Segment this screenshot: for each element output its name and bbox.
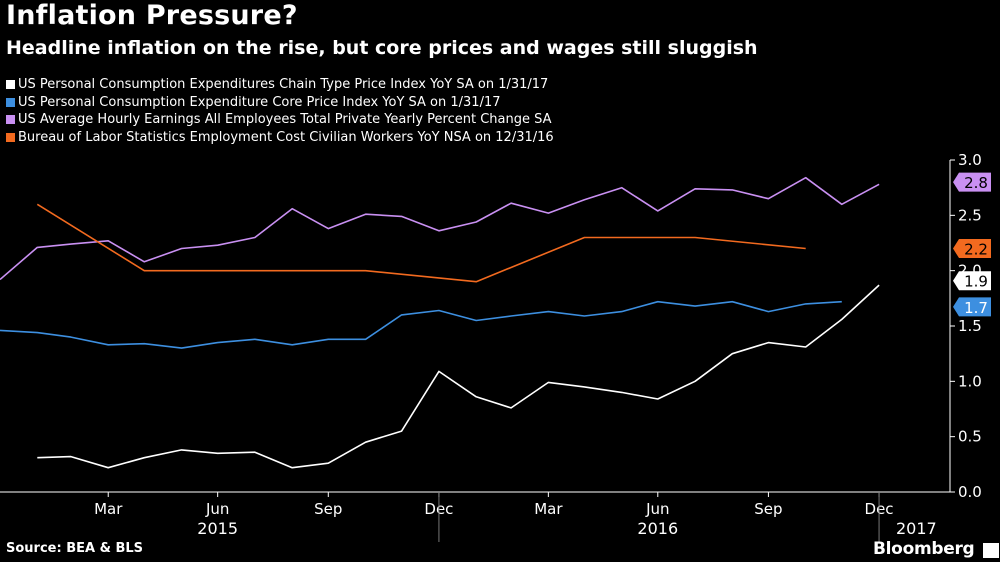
value-tag-label-core-pce: 1.7 bbox=[964, 299, 988, 317]
chart-subtitle: Headline inflation on the rise, but core… bbox=[6, 37, 758, 59]
legend-item-core-pce: US Personal Consumption Expenditure Core… bbox=[6, 94, 554, 112]
value-tag-pce bbox=[953, 271, 991, 291]
x-tick-label: Mar bbox=[94, 500, 123, 518]
legend-swatch-hourly-earnings bbox=[6, 115, 15, 125]
value-tag-hourly-earnings bbox=[953, 172, 991, 192]
legend: US Personal Consumption Expenditures Cha… bbox=[6, 76, 554, 146]
series-line-pce bbox=[37, 284, 880, 469]
y-tick-label: 1.5 bbox=[958, 317, 982, 335]
value-tag-label-employment-cost: 2.2 bbox=[964, 241, 988, 259]
y-tick-label: 0.0 bbox=[958, 483, 982, 501]
legend-swatch-employment-cost bbox=[6, 132, 15, 142]
legend-item-pce: US Personal Consumption Expenditures Cha… bbox=[6, 76, 554, 94]
x-tick-label: Sep bbox=[314, 500, 342, 518]
x-year-label: 2017 bbox=[896, 519, 937, 538]
value-tag-label-hourly-earnings: 2.8 bbox=[964, 174, 988, 192]
y-tick-label: 0.5 bbox=[958, 428, 982, 446]
series-line-hourly-earnings bbox=[0, 176, 880, 281]
legend-swatch-pce bbox=[6, 80, 15, 90]
value-tag-core-pce bbox=[953, 297, 991, 317]
bloomberg-mark-icon bbox=[983, 543, 999, 558]
x-tick-label: Jun bbox=[205, 500, 229, 518]
chart-title: Inflation Pressure? bbox=[6, 0, 298, 31]
x-year-label: 2015 bbox=[197, 519, 238, 538]
series-line-employment-cost bbox=[36, 203, 806, 283]
legend-label-core-pce: US Personal Consumption Expenditure Core… bbox=[18, 94, 501, 110]
legend-item-hourly-earnings: US Average Hourly Earnings All Employees… bbox=[6, 111, 554, 129]
legend-label-employment-cost: Bureau of Labor Statistics Employment Co… bbox=[18, 129, 554, 145]
legend-label-pce: US Personal Consumption Expenditures Cha… bbox=[18, 77, 549, 92]
value-tag-label-pce: 1.9 bbox=[964, 273, 988, 291]
bloomberg-logo: Bloomberg bbox=[873, 539, 975, 559]
x-year-label: 2016 bbox=[637, 519, 678, 538]
legend-swatch-core-pce bbox=[6, 97, 15, 107]
value-tag-employment-cost bbox=[953, 239, 991, 259]
source-note: Source: BEA & BLS bbox=[6, 541, 144, 556]
x-tick-label: Jun bbox=[645, 500, 669, 518]
y-tick-label: 1.0 bbox=[958, 372, 982, 390]
x-tick-label: Mar bbox=[534, 500, 563, 518]
y-tick-label: 3.0 bbox=[958, 151, 982, 169]
series-line-core-pce bbox=[0, 300, 842, 349]
legend-item-employment-cost: Bureau of Labor Statistics Employment Co… bbox=[6, 129, 554, 147]
y-tick-label: 2.5 bbox=[958, 206, 982, 224]
legend-label-hourly-earnings: US Average Hourly Earnings All Employees… bbox=[18, 112, 552, 127]
x-tick-label: Sep bbox=[754, 500, 782, 518]
